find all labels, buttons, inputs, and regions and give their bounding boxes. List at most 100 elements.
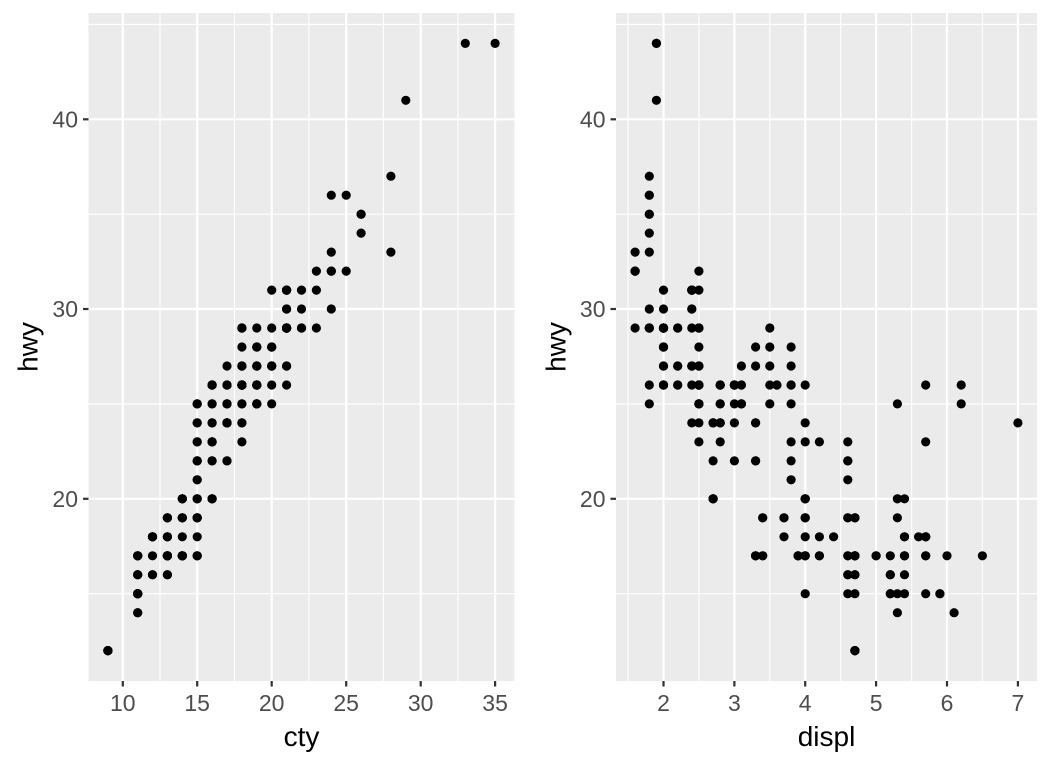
data-point bbox=[207, 456, 217, 466]
x-tick-label: 35 bbox=[482, 690, 508, 716]
data-point bbox=[765, 361, 775, 371]
data-point bbox=[885, 570, 895, 580]
data-point bbox=[687, 323, 697, 333]
data-point bbox=[192, 475, 202, 485]
data-point bbox=[162, 570, 172, 580]
data-point bbox=[192, 456, 202, 466]
data-point bbox=[694, 266, 704, 276]
data-point bbox=[765, 342, 775, 352]
data-point bbox=[177, 532, 187, 542]
data-point bbox=[921, 551, 931, 561]
data-point bbox=[630, 266, 640, 276]
data-point bbox=[899, 532, 910, 542]
data-point bbox=[814, 437, 824, 447]
data-point bbox=[341, 190, 351, 200]
plot-panel bbox=[616, 13, 1037, 681]
data-point bbox=[779, 513, 789, 523]
data-point bbox=[715, 380, 725, 390]
data-point bbox=[942, 551, 952, 561]
x-tick-label: 15 bbox=[184, 690, 210, 716]
data-point bbox=[800, 589, 810, 599]
data-point bbox=[715, 437, 725, 447]
y-tick-label: 40 bbox=[52, 106, 78, 132]
data-point bbox=[311, 323, 321, 333]
data-point bbox=[237, 323, 247, 333]
data-point bbox=[133, 570, 143, 580]
x-tick-label: 20 bbox=[259, 690, 285, 716]
data-point bbox=[800, 380, 810, 390]
data-point bbox=[758, 513, 768, 523]
data-point bbox=[843, 589, 853, 599]
data-point bbox=[729, 456, 739, 466]
data-point bbox=[311, 266, 321, 276]
data-point bbox=[237, 437, 247, 447]
data-point bbox=[326, 266, 336, 276]
data-point bbox=[192, 399, 202, 409]
data-point bbox=[694, 285, 704, 295]
data-point bbox=[222, 399, 232, 409]
data-point bbox=[133, 608, 143, 618]
data-point bbox=[490, 38, 500, 49]
data-point bbox=[921, 589, 931, 599]
data-point bbox=[751, 361, 761, 371]
data-point bbox=[162, 513, 172, 523]
data-point bbox=[237, 418, 247, 428]
data-point bbox=[814, 551, 824, 561]
data-point bbox=[843, 475, 853, 485]
data-point bbox=[694, 418, 704, 428]
data-point bbox=[658, 380, 669, 390]
data-point bbox=[644, 304, 654, 314]
data-point bbox=[736, 361, 746, 371]
data-point bbox=[843, 513, 853, 523]
data-point bbox=[658, 342, 669, 352]
scatter-plot-displ-vs-hwy: 2 3 4 5 6 7 20 30 40 displ hwy bbox=[541, 13, 1037, 752]
data-point bbox=[800, 551, 810, 561]
data-point bbox=[237, 399, 247, 409]
tick-labels: 2 3 4 5 6 7 20 30 40 bbox=[580, 106, 1024, 716]
data-point bbox=[871, 551, 881, 561]
data-point bbox=[715, 399, 725, 409]
data-point bbox=[192, 513, 202, 523]
data-point bbox=[222, 418, 232, 428]
data-point bbox=[460, 38, 470, 49]
data-point bbox=[751, 456, 761, 466]
data-point bbox=[729, 399, 739, 409]
data-point bbox=[356, 228, 366, 238]
data-point bbox=[800, 494, 810, 504]
data-point bbox=[751, 551, 761, 561]
data-point bbox=[207, 418, 217, 428]
data-point bbox=[779, 532, 789, 542]
data-point bbox=[282, 323, 292, 333]
data-point bbox=[885, 551, 895, 561]
data-point bbox=[147, 551, 158, 561]
data-point bbox=[800, 513, 810, 523]
data-point bbox=[800, 532, 810, 542]
data-point bbox=[282, 380, 292, 390]
data-point bbox=[644, 380, 654, 390]
data-point bbox=[222, 380, 232, 390]
x-axis-title: displ bbox=[798, 721, 856, 752]
data-point bbox=[311, 285, 321, 295]
data-point bbox=[386, 171, 396, 181]
x-tick-label: 2 bbox=[657, 690, 670, 716]
plot-panel bbox=[88, 13, 515, 681]
y-tick-label: 20 bbox=[580, 486, 606, 512]
data-point bbox=[914, 532, 924, 542]
data-point bbox=[843, 437, 853, 447]
data-point bbox=[892, 608, 902, 618]
data-point bbox=[644, 209, 654, 219]
data-point bbox=[401, 95, 411, 105]
scatter-plot-cty-vs-hwy: 10 15 20 25 30 35 20 30 40 cty hwy bbox=[13, 13, 515, 752]
data-point bbox=[892, 494, 902, 504]
data-point bbox=[237, 342, 247, 352]
y-tick-label: 20 bbox=[52, 486, 78, 512]
data-point bbox=[282, 361, 292, 371]
data-point bbox=[282, 285, 292, 295]
data-point bbox=[694, 399, 704, 409]
data-point bbox=[282, 304, 292, 314]
data-point bbox=[885, 589, 895, 599]
axis-ticks bbox=[610, 118, 1019, 687]
data-point bbox=[147, 570, 158, 580]
data-point bbox=[899, 494, 910, 504]
